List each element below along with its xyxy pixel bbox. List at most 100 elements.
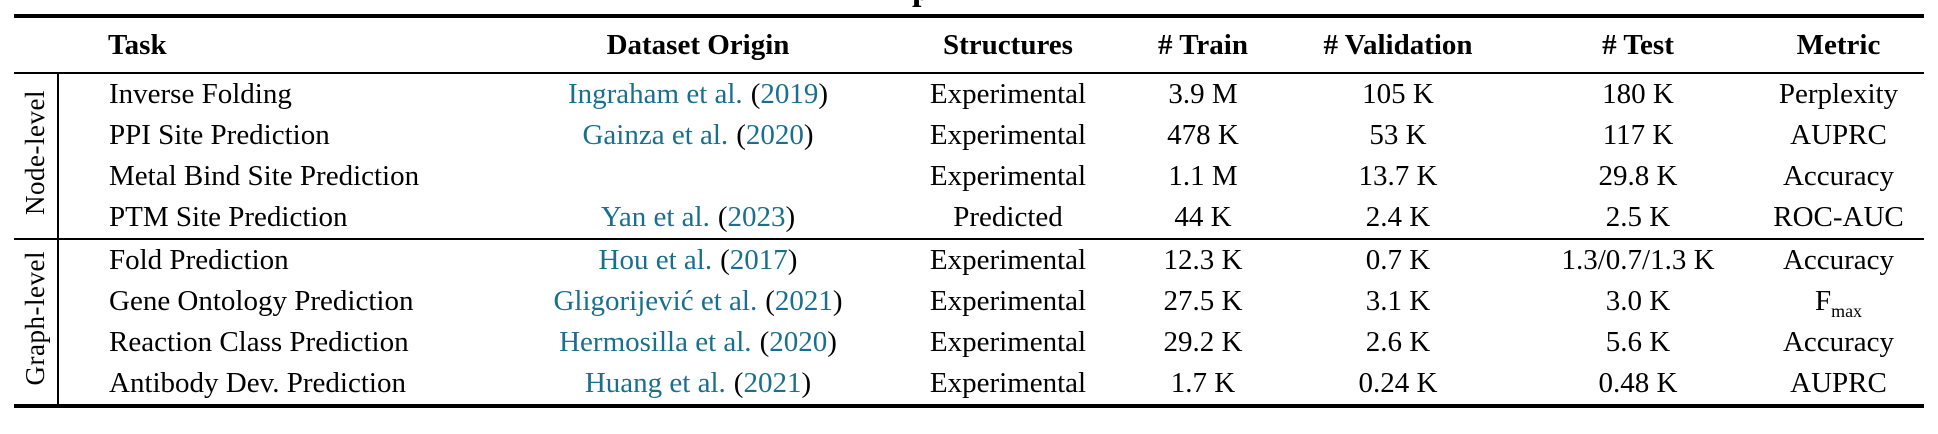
citation-year-link[interactable]: 2017 xyxy=(729,244,788,276)
cell-metric: AUPRC xyxy=(1790,367,1887,399)
header-metric: Metric xyxy=(1753,16,1924,74)
table-row: Metal Bind Site Prediction Experimental … xyxy=(14,156,1924,197)
citation-link[interactable]: Hou et al. xyxy=(598,244,713,276)
cell-metric-fmax: Fmax xyxy=(1753,281,1924,322)
cell-task: Gene Ontology Prediction xyxy=(109,285,414,317)
group-node-level: Node-level Inverse Folding Ingraham et a… xyxy=(14,73,1924,239)
group-graph-level: Graph-level Fold Prediction Hou et al. (2… xyxy=(14,239,1924,406)
caption-fragment-glyph: p xyxy=(912,0,952,9)
cell-task: Reaction Class Prediction xyxy=(109,326,409,358)
citation-year-link[interactable]: 2021 xyxy=(743,367,802,399)
cell-task: Metal Bind Site Prediction xyxy=(109,160,420,192)
cell-train: 44 K xyxy=(1174,201,1232,233)
cell-train: 3.9 M xyxy=(1168,78,1238,110)
cell-train: 478 K xyxy=(1167,119,1239,151)
row-group-label-graph-level: Graph-level xyxy=(14,239,59,406)
citation-year-link[interactable]: 2019 xyxy=(760,78,819,110)
open-paren: ( xyxy=(736,119,746,151)
cell-validation: 105 K xyxy=(1362,78,1434,110)
cell-metric: Accuracy xyxy=(1782,244,1895,276)
cell-dataset-origin: Hou et al. (2017) xyxy=(513,239,883,281)
cell-test: 180 K xyxy=(1602,78,1674,110)
citation-year-link[interactable]: 2020 xyxy=(769,326,828,358)
open-paren: ( xyxy=(765,285,775,317)
citation-link[interactable]: Gligorijević et al. xyxy=(553,285,758,317)
cell-test: 29.8 K xyxy=(1598,160,1678,192)
table-row: PPI Site Prediction Gainza et al. (2020) … xyxy=(14,115,1924,156)
header-row: Task Dataset Origin Structures # Train #… xyxy=(14,16,1924,74)
cell-dataset-origin: Ingraham et al. (2019) xyxy=(513,73,883,115)
open-paren: ( xyxy=(720,244,730,276)
cell-metric: Perplexity xyxy=(1778,78,1899,110)
cell-metric: AUPRC xyxy=(1790,119,1887,151)
citation-year-link[interactable]: 2023 xyxy=(727,201,786,233)
close-paren: ) xyxy=(803,119,814,151)
table-row: Gene Ontology Prediction Gligorijević et… xyxy=(14,281,1924,322)
close-paren: ) xyxy=(827,326,837,358)
open-paren: ( xyxy=(733,367,744,399)
cell-test: 0.48 K xyxy=(1598,367,1678,399)
cell-validation: 0.7 K xyxy=(1365,244,1431,276)
table-row: PTM Site Prediction Yan et al. (2023) Pre… xyxy=(14,197,1924,239)
cell-structures: Experimental xyxy=(929,326,1087,358)
close-paren: ) xyxy=(785,201,796,233)
close-paren: ) xyxy=(832,285,843,317)
cell-train: 1.7 K xyxy=(1170,367,1236,399)
cell-validation: 13.7 K xyxy=(1358,160,1438,192)
close-paren: ) xyxy=(818,78,829,110)
group-label-text: Node-level xyxy=(20,89,50,215)
citation-link[interactable]: Ingraham et al. xyxy=(567,78,743,110)
cell-metric: ROC-AUC xyxy=(1773,201,1904,233)
table-row: Reaction Class Prediction Hermosilla et … xyxy=(14,322,1924,363)
citation-link[interactable]: Huang et al. xyxy=(584,367,726,399)
cell-structures: Experimental xyxy=(929,367,1087,399)
caption-fragment: p xyxy=(912,0,952,10)
citation-year-link[interactable]: 2021 xyxy=(774,285,833,317)
cell-validation: 2.4 K xyxy=(1365,201,1431,233)
cell-test: 5.6 K xyxy=(1605,326,1671,358)
table-row: Node-level Inverse Folding Ingraham et a… xyxy=(14,73,1924,239)
cell-dataset-origin: Huang et al. (2021) xyxy=(513,363,883,406)
open-paren: ( xyxy=(759,326,770,358)
cell-metric: Accuracy xyxy=(1782,160,1895,192)
table-header: Task Dataset Origin Structures # Train #… xyxy=(14,16,1924,74)
cell-structures: Experimental xyxy=(929,160,1087,192)
open-paren: ( xyxy=(750,78,761,110)
group-label-text: Graph-level xyxy=(20,250,50,386)
close-paren: ) xyxy=(801,367,812,399)
cell-dataset-origin: Yan et al. (2023) xyxy=(513,197,883,239)
cell-structures: Experimental xyxy=(929,285,1087,317)
header-test: # Test xyxy=(1523,16,1753,74)
header-validation: # Validation xyxy=(1273,16,1523,74)
cell-structures: Experimental xyxy=(929,119,1087,151)
cell-dataset-origin: Gligorijević et al. (2021) xyxy=(513,281,883,322)
citation-link[interactable]: Hermosilla et al. xyxy=(559,326,752,358)
header-structures: Structures xyxy=(883,16,1133,74)
citation-link[interactable]: Gainza et al. xyxy=(582,119,729,151)
cell-structures: Experimental xyxy=(929,244,1087,276)
cell-structures: Experimental xyxy=(929,78,1087,110)
cell-task: PPI Site Prediction xyxy=(109,119,330,151)
cell-train: 27.5 K xyxy=(1163,285,1243,317)
cell-dataset-origin-empty xyxy=(513,156,883,197)
cell-validation: 3.1 K xyxy=(1365,285,1431,317)
citation-link[interactable]: Yan et al. xyxy=(600,201,710,233)
citation-year-link[interactable]: 2020 xyxy=(745,119,804,151)
cell-task: Inverse Folding xyxy=(109,78,292,110)
cell-test: 3.0 K xyxy=(1605,285,1671,317)
metric-base: F xyxy=(1814,285,1832,317)
open-paren: ( xyxy=(717,201,728,233)
row-group-label-node-level: Node-level xyxy=(14,73,59,239)
close-paren: ) xyxy=(787,244,798,276)
cell-train: 1.1 M xyxy=(1168,160,1238,192)
cell-validation: 2.6 K xyxy=(1365,326,1431,358)
table-row: Graph-level Fold Prediction Hou et al. (2… xyxy=(14,239,1924,406)
cell-task: PTM Site Prediction xyxy=(109,201,348,233)
metric-subscript: max xyxy=(1831,300,1863,321)
cell-validation: 53 K xyxy=(1369,119,1427,151)
cell-structures: Predicted xyxy=(953,201,1063,233)
cell-task: Antibody Dev. Prediction xyxy=(109,367,406,399)
header-dataset-origin: Dataset Origin xyxy=(513,16,883,74)
benchmark-table: Task Dataset Origin Structures # Train #… xyxy=(14,14,1924,408)
